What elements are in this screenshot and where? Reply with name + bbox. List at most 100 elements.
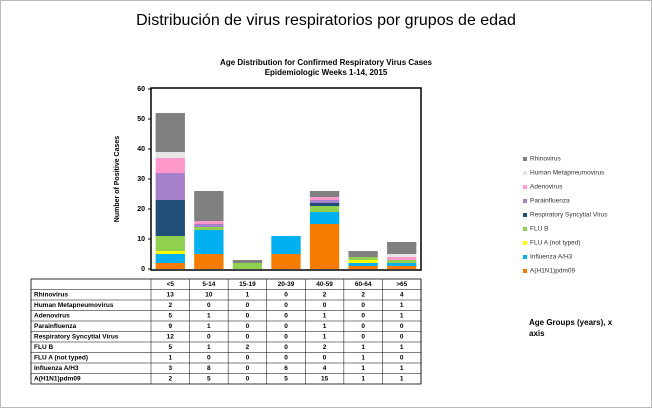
bar-segment xyxy=(348,266,378,269)
bar-segment xyxy=(194,191,224,221)
chart-title: Age Distribution for Confirmed Respirato… xyxy=(220,58,432,67)
table-cell: 0 xyxy=(246,333,250,340)
table-row-label: A(H1N1)pdm09 xyxy=(34,375,81,382)
bar-segment xyxy=(232,263,263,269)
legend-swatch xyxy=(523,241,527,245)
legend-label: Rhinovirus xyxy=(530,156,561,163)
x-tick-label: 20-39 xyxy=(278,281,295,288)
table-row-label: FLU A (not typed) xyxy=(34,354,88,361)
table-cell: 4 xyxy=(400,291,404,298)
table-row-label: Adenovirus xyxy=(34,312,70,319)
bar-segment xyxy=(309,200,340,203)
bar-segment xyxy=(155,200,185,236)
legend-swatch xyxy=(523,269,527,273)
table-cell: 1 xyxy=(207,323,211,330)
table-cell: 0 xyxy=(400,354,404,361)
bar-segment xyxy=(387,263,417,266)
bar-segment xyxy=(348,251,378,257)
table-cell: 2 xyxy=(168,302,172,309)
bar-segment xyxy=(194,227,224,230)
legend-label: FLU B xyxy=(530,226,548,233)
table-cell: 0 xyxy=(323,354,327,361)
table-cell: 1 xyxy=(323,312,327,319)
bar-segment xyxy=(348,260,378,263)
y-tick-label: 60 xyxy=(137,86,145,93)
legend-label: A(H1N1)pdm09 xyxy=(530,268,576,275)
x-tick-label: 60-64 xyxy=(355,281,372,288)
table-cell: 0 xyxy=(323,302,327,309)
legend-swatch xyxy=(523,199,527,203)
table-cell: 15 xyxy=(321,375,329,382)
table-cell: 0 xyxy=(361,302,365,309)
table-cell: 0 xyxy=(400,333,404,340)
y-tick-label: 50 xyxy=(137,116,145,123)
table-cell: 1 xyxy=(207,344,211,351)
table-cell: 0 xyxy=(361,333,365,340)
bar-segment xyxy=(309,206,340,212)
bar-segment xyxy=(271,236,301,254)
table-cell: 1 xyxy=(361,344,365,351)
table-cell: 0 xyxy=(207,302,211,309)
legend-swatch xyxy=(523,227,527,231)
table-cell: 1 xyxy=(323,323,327,330)
table-cell: 0 xyxy=(284,333,288,340)
y-axis-label: Number of Positive Cases xyxy=(114,136,121,222)
table-row-label: Parainfluenza xyxy=(34,323,77,330)
table-cell: 5 xyxy=(168,344,172,351)
chart-subtitle: Epidemiologic Weeks 1-14, 2015 xyxy=(265,68,388,77)
bar-segment xyxy=(348,257,378,260)
bar-segment xyxy=(155,263,185,269)
table-cell: 0 xyxy=(246,365,250,372)
table-cell: 0 xyxy=(207,354,211,361)
y-tick-label: 20 xyxy=(137,206,145,213)
table-cell: 2 xyxy=(168,375,172,382)
table-cell: 2 xyxy=(246,344,250,351)
legend-swatch xyxy=(523,157,527,161)
table-cell: 4 xyxy=(323,365,327,372)
table-cell: 8 xyxy=(207,365,211,372)
bar-segment xyxy=(155,173,185,200)
bar-segment xyxy=(309,224,340,269)
table-cell: 1 xyxy=(323,333,327,340)
bar-segment xyxy=(387,260,417,263)
bar-segment xyxy=(309,203,340,206)
table-cell: 0 xyxy=(284,323,288,330)
table-cell: 1 xyxy=(400,365,404,372)
table-cell: 1 xyxy=(361,375,365,382)
table-cell: 10 xyxy=(205,291,213,298)
bar-segment xyxy=(309,197,340,200)
x-tick-label: <5 xyxy=(167,281,175,288)
bar-segment xyxy=(309,212,340,224)
legend-label: Human Metapneumovirus xyxy=(530,170,605,177)
bar-segment xyxy=(309,191,340,197)
table-cell: 0 xyxy=(246,375,250,382)
table-cell: 0 xyxy=(246,302,250,309)
table-cell: 0 xyxy=(361,323,365,330)
table-cell: 9 xyxy=(168,323,172,330)
table-cell: 2 xyxy=(323,344,327,351)
x-tick-label: 40-59 xyxy=(316,281,333,288)
y-tick-label: 30 xyxy=(137,176,145,183)
legend-swatch xyxy=(523,185,527,189)
table-cell: 5 xyxy=(168,312,172,319)
legend-label: Parainfluenza xyxy=(530,198,570,205)
legend-swatch xyxy=(523,171,527,175)
bar-segment xyxy=(271,254,301,269)
legend-swatch xyxy=(523,213,527,217)
table-row-label: Human Metapneumovirus xyxy=(34,302,114,309)
bar-segment xyxy=(155,236,185,251)
bar-segment xyxy=(194,221,224,224)
table-cell: 13 xyxy=(167,291,175,298)
table-cell: 1 xyxy=(400,344,404,351)
legend-label: Adenovirus xyxy=(530,184,563,191)
x-tick-label: >65 xyxy=(396,281,407,288)
legend-label: Respiratory Syncytial Virus xyxy=(530,212,608,219)
table-cell: 0 xyxy=(246,323,250,330)
table-cell: 1 xyxy=(168,354,172,361)
table-cell: 12 xyxy=(167,333,175,340)
table-cell: 1 xyxy=(400,375,404,382)
table-cell: 1 xyxy=(361,354,365,361)
table-cell: 0 xyxy=(284,354,288,361)
table-cell: 1 xyxy=(400,312,404,319)
